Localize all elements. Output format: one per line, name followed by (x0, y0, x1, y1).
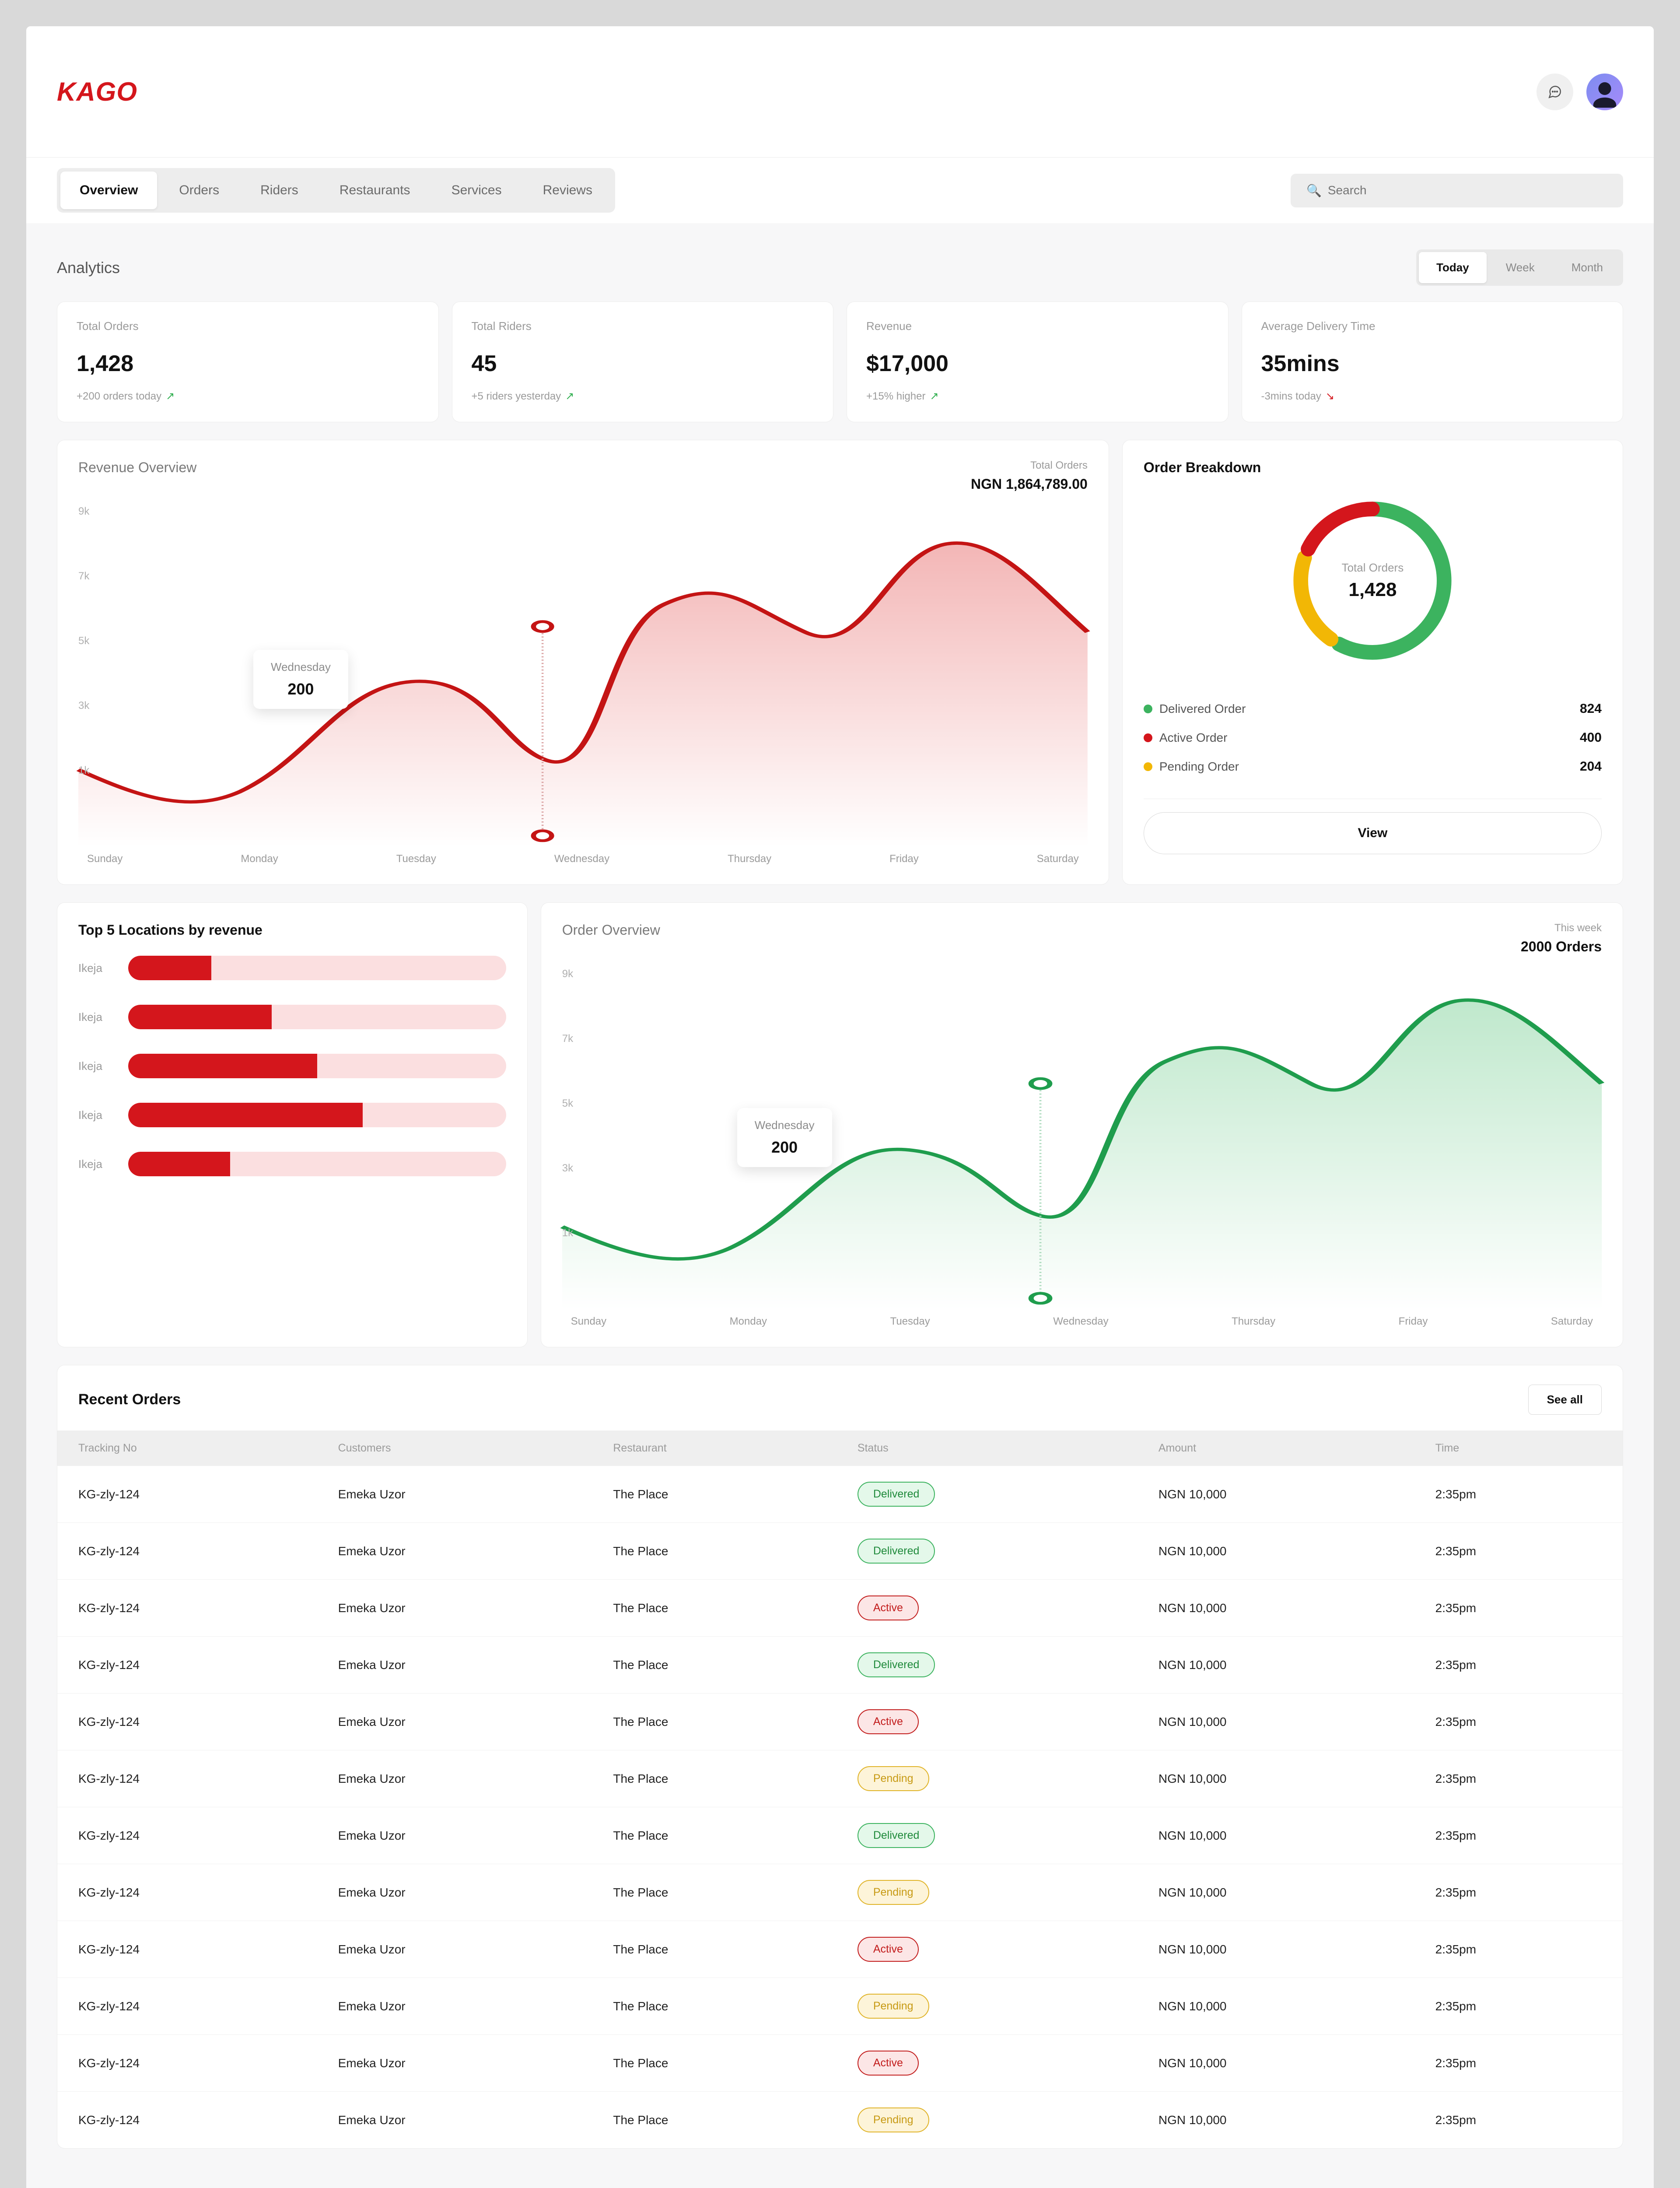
revenue-overview-card: Revenue Overview Total Orders NGN 1,864,… (57, 440, 1109, 885)
status-badge: Active (858, 2051, 919, 2076)
table-row[interactable]: KG-zly-124 Emeka Uzor The Place Delivere… (57, 1637, 1623, 1694)
location-row-3: Ikeja (78, 1103, 506, 1127)
see-all-button[interactable]: See all (1528, 1385, 1602, 1415)
tab-orders[interactable]: Orders (160, 172, 238, 209)
status-badge: Delivered (858, 1652, 935, 1677)
legend-active: Active Order 400 (1144, 723, 1602, 752)
avatar[interactable] (1586, 74, 1623, 110)
status-badge: Delivered (858, 1539, 935, 1564)
order-breakdown-view-button[interactable]: View (1144, 812, 1602, 854)
trend-down-icon: ↘ (1326, 390, 1334, 403)
table-row[interactable]: KG-zly-124 Emeka Uzor The Place Pending … (57, 1978, 1623, 2035)
metrics-row: Total Orders 1,428 +200 orders today ↗ T… (57, 302, 1623, 422)
locations-list: Ikeja Ikeja Ikeja Ikeja (78, 956, 506, 1176)
table-row[interactable]: KG-zly-124 Emeka Uzor The Place Pending … (57, 1864, 1623, 1921)
table-row[interactable]: KG-zly-124 Emeka Uzor The Place Active N… (57, 1694, 1623, 1750)
header-actions (1536, 74, 1623, 110)
body-content: Analytics Today Week Month Total Orders … (26, 223, 1654, 2175)
analytics-header: Analytics Today Week Month (57, 249, 1623, 286)
tab-overview[interactable]: Overview (60, 172, 157, 209)
status-badge: Pending (858, 1766, 929, 1791)
table-row[interactable]: KG-zly-124 Emeka Uzor The Place Active N… (57, 2035, 1623, 2092)
status-badge: Active (858, 1595, 919, 1620)
metric-card-revenue: Revenue $17,000 +15% higher ↗ (847, 302, 1228, 422)
tab-reviews[interactable]: Reviews (524, 172, 612, 209)
table-row[interactable]: KG-zly-124 Emeka Uzor The Place Pending … (57, 2092, 1623, 2149)
chart-row-1: Revenue Overview Total Orders NGN 1,864,… (57, 440, 1623, 885)
nav-bar: Overview Orders Riders Restaurants Servi… (26, 158, 1654, 223)
order-breakdown-card: Order Breakdown Total Orders 1,428 Deliv… (1122, 440, 1623, 885)
chart-row-2: Top 5 Locations by revenue Ikeja Ikeja I… (57, 902, 1623, 1347)
metric-card-total-orders: Total Orders 1,428 +200 orders today ↗ (57, 302, 439, 422)
order-breakdown-legend: Delivered Order 824 Active Order 400 Pen… (1144, 694, 1602, 781)
location-row-2: Ikeja (78, 1054, 506, 1078)
status-badge: Active (858, 1709, 919, 1734)
search-input[interactable] (1328, 183, 1607, 197)
legend-pending: Pending Order 204 (1144, 752, 1602, 781)
status-badge: Pending (858, 1880, 929, 1905)
recent-orders-rows: KG-zly-124 Emeka Uzor The Place Delivere… (57, 1466, 1623, 2148)
analytics-title: Analytics (57, 259, 120, 277)
status-badge: Delivered (858, 1482, 935, 1507)
status-badge: Active (858, 1937, 919, 1962)
table-row[interactable]: KG-zly-124 Emeka Uzor The Place Delivere… (57, 1807, 1623, 1864)
recent-orders-card: Recent Orders See all Tracking No Custom… (57, 1365, 1623, 2149)
period-today[interactable]: Today (1419, 252, 1487, 283)
trend-up-icon: ↗ (565, 390, 574, 403)
recent-orders-table: Tracking No Customers Restaurant Status … (57, 1431, 1623, 2148)
brand-logo: KAGO (57, 77, 137, 107)
order-overview-chart-tooltip: Wednesday 200 (737, 1108, 832, 1167)
chat-button[interactable] (1536, 74, 1573, 110)
dashboard-window: KAGO Overview Orders Riders Rest (26, 26, 1654, 2188)
order-overview-card: Order Overview This week 2000 Orders 9k … (541, 902, 1623, 1347)
search-input-wrap[interactable]: 🔍 (1291, 174, 1623, 207)
revenue-chart-tooltip: Wednesday 200 (253, 650, 348, 709)
revenue-line-chart: 9k 7k 5k 3k 1k (78, 505, 1088, 847)
tab-restaurants[interactable]: Restaurants (320, 172, 430, 209)
tab-services[interactable]: Services (432, 172, 521, 209)
status-badge: Delivered (858, 1823, 935, 1848)
order-overview-line-chart: 9k 7k 5k 3k 1k (562, 968, 1602, 1309)
location-row-1: Ikeja (78, 1005, 506, 1029)
metric-card-total-riders: Total Riders 45 +5 riders yesterday ↗ (452, 302, 834, 422)
table-row[interactable]: KG-zly-124 Emeka Uzor The Place Active N… (57, 1921, 1623, 1978)
period-month[interactable]: Month (1554, 252, 1620, 283)
table-row[interactable]: KG-zly-124 Emeka Uzor The Place Delivere… (57, 1523, 1623, 1580)
legend-delivered: Delivered Order 824 (1144, 694, 1602, 723)
search-icon: 🔍 (1306, 183, 1322, 198)
tab-riders[interactable]: Riders (241, 172, 318, 209)
trend-up-icon: ↗ (166, 390, 175, 403)
location-row-0: Ikeja (78, 956, 506, 980)
location-row-4: Ikeja (78, 1152, 506, 1176)
app-header: KAGO (26, 26, 1654, 158)
top-locations-card: Top 5 Locations by revenue Ikeja Ikeja I… (57, 902, 528, 1347)
table-row[interactable]: KG-zly-124 Emeka Uzor The Place Delivere… (57, 1466, 1623, 1523)
period-toggle-group: Today Week Month (1416, 249, 1623, 286)
table-row[interactable]: KG-zly-124 Emeka Uzor The Place Active N… (57, 1580, 1623, 1637)
status-badge: Pending (858, 2107, 929, 2132)
nav-tabs-group: Overview Orders Riders Restaurants Servi… (57, 168, 615, 213)
trend-up-icon: ↗ (930, 390, 938, 403)
status-badge: Pending (858, 1994, 929, 2019)
table-row[interactable]: KG-zly-124 Emeka Uzor The Place Pending … (57, 1750, 1623, 1807)
chat-icon (1547, 84, 1562, 99)
metric-card-avg-delivery: Average Delivery Time 35mins -3mins toda… (1242, 302, 1624, 422)
order-breakdown-donut: Total Orders 1,428 (1144, 489, 1602, 673)
period-week[interactable]: Week (1488, 252, 1552, 283)
